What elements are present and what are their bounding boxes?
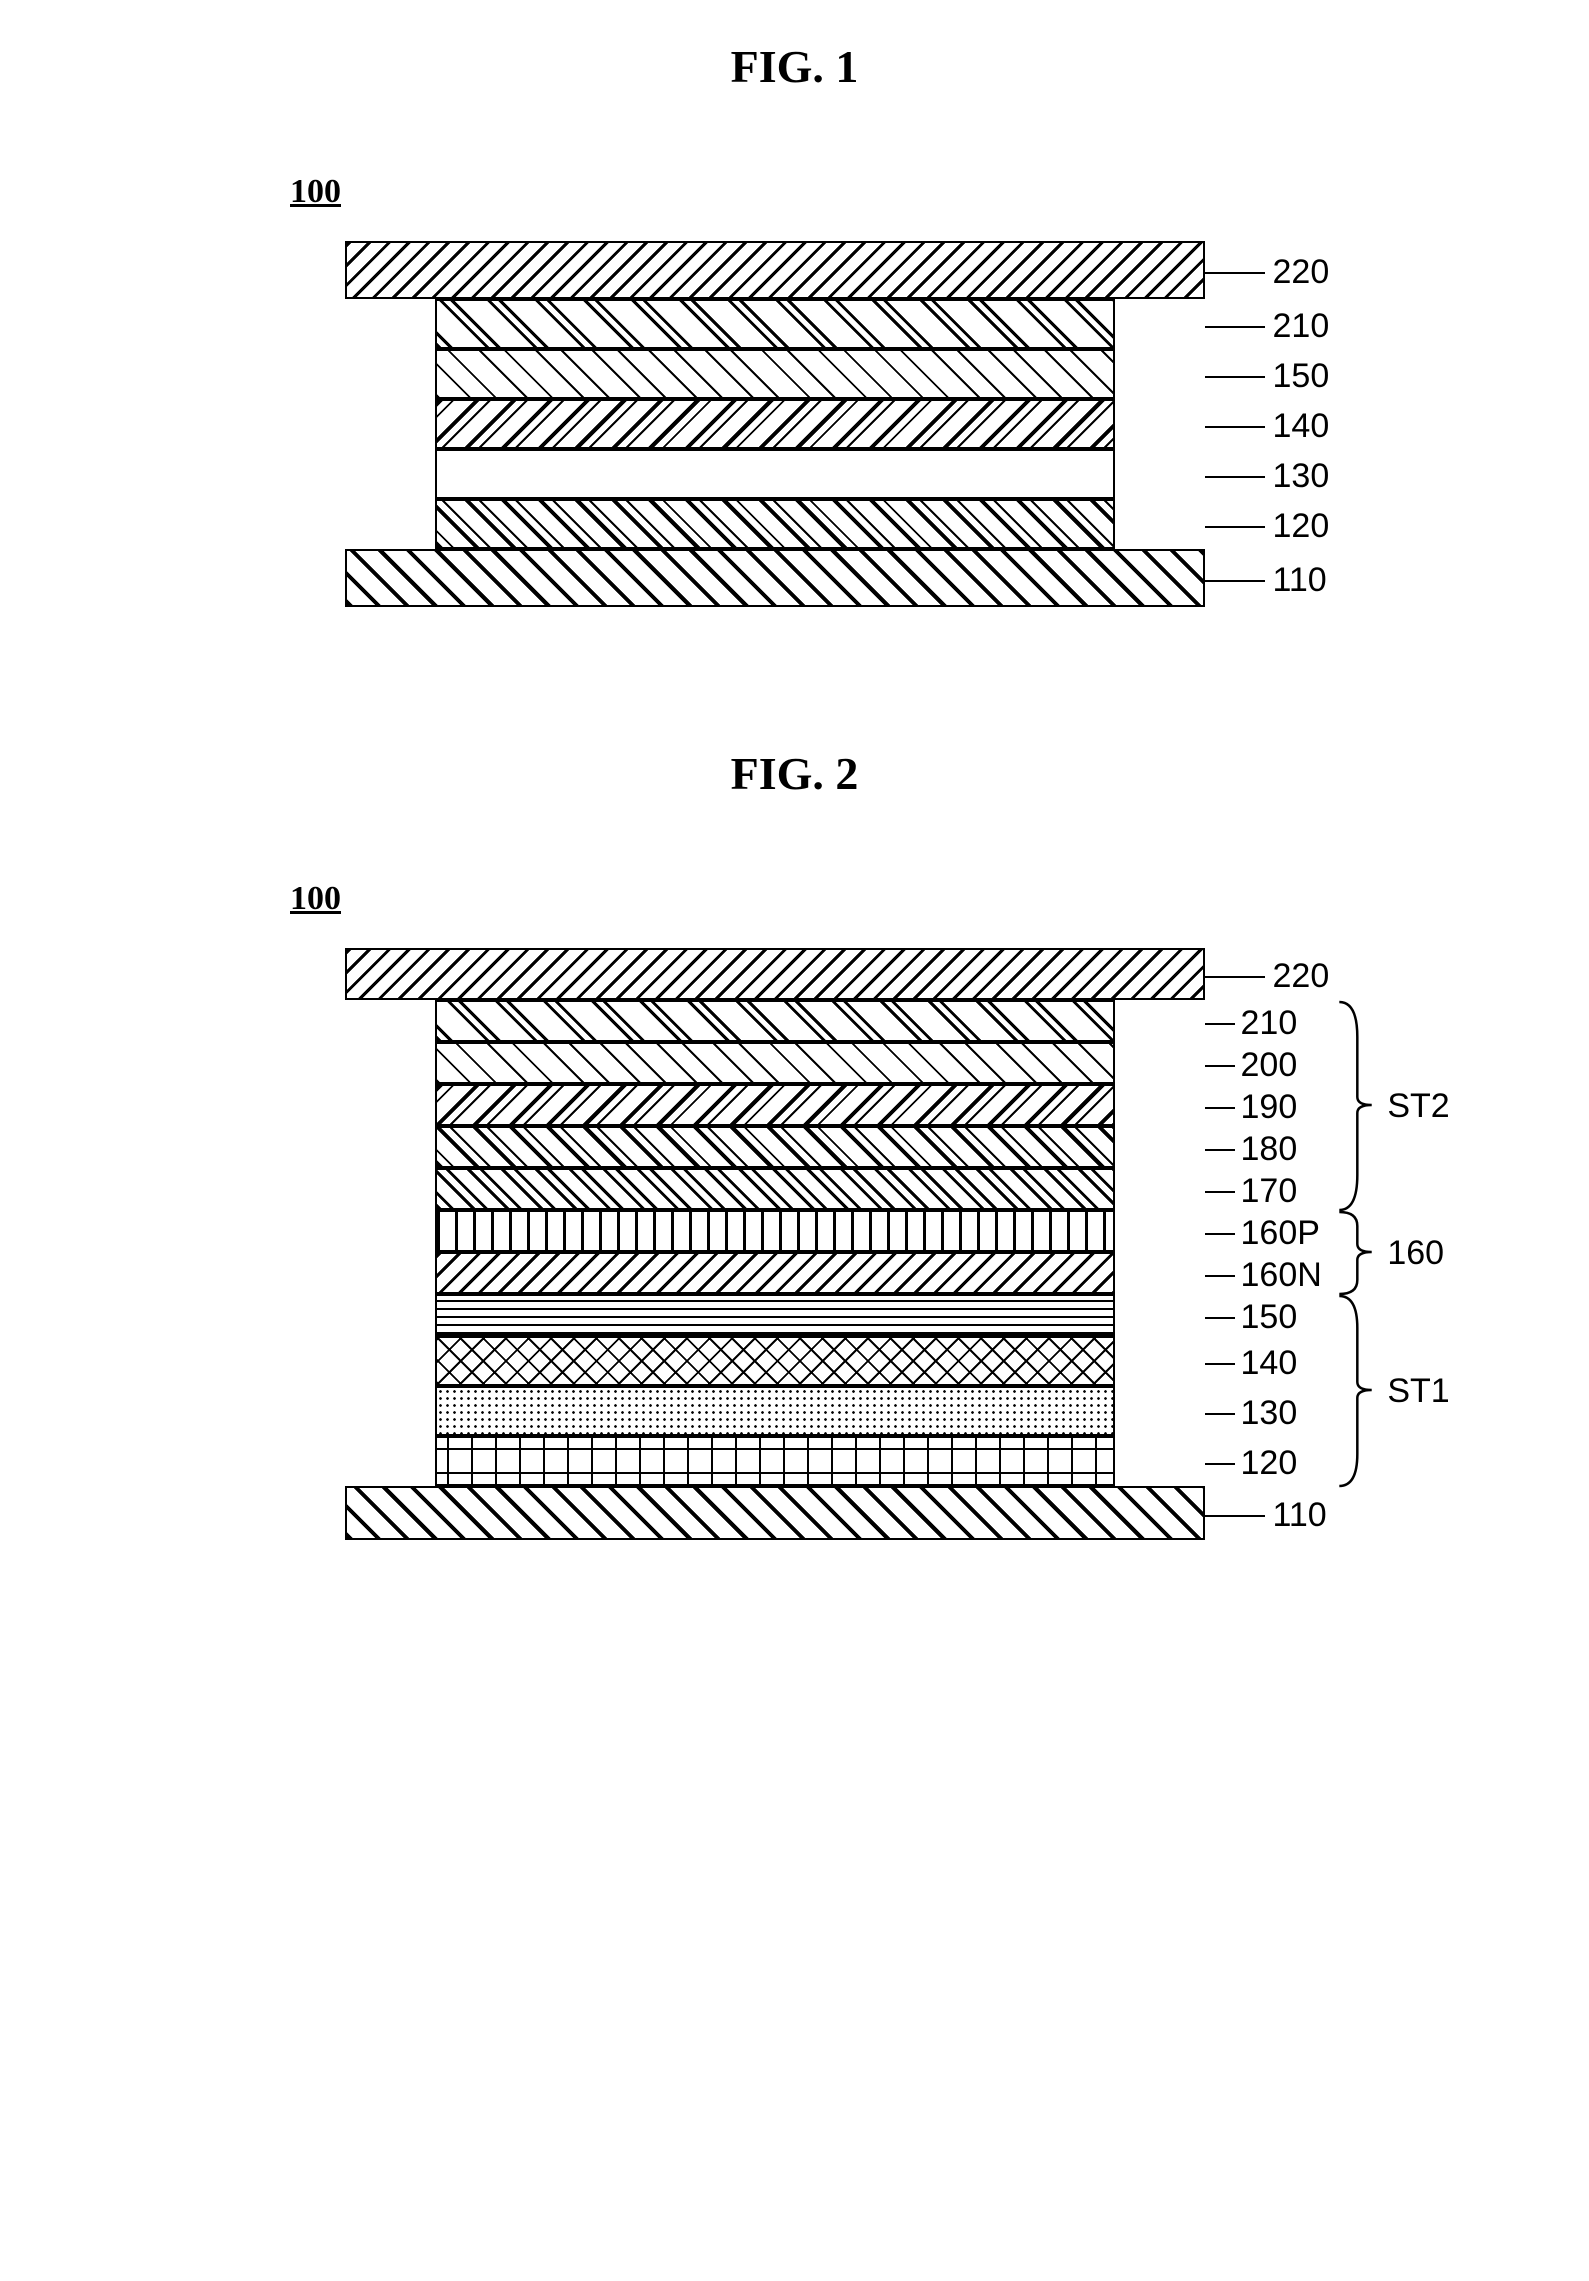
label-110: 110	[1205, 561, 1327, 600]
figure-1: FIG. 1 100 220 210 150 140 130 120 110	[30, 40, 1559, 607]
leader-line	[1205, 426, 1265, 428]
label-text-120: 120	[1273, 507, 1330, 546]
layer-150	[435, 349, 1115, 399]
fig1-labels: 220 210 150 140 130 120 110	[1205, 241, 1589, 607]
group-label-ST2: ST2	[1387, 1087, 1449, 1125]
fig2-title: FIG. 2	[30, 747, 1559, 800]
leader-line	[1205, 376, 1265, 378]
leader-line	[1205, 580, 1265, 582]
label-text-110: 110	[1273, 561, 1327, 600]
label-text-220: 220	[1273, 253, 1330, 292]
label-150: 150	[1205, 357, 1330, 396]
layer-120	[435, 499, 1115, 549]
layer-210	[435, 299, 1115, 349]
fig2-brackets: ST2160ST1	[145, 948, 1445, 1540]
label-text-140: 140	[1273, 407, 1330, 446]
figure-2: FIG. 2 100 220210200190180170160P160N150…	[30, 747, 1559, 1540]
leader-line	[1205, 272, 1265, 274]
label-120: 120	[1205, 507, 1330, 546]
label-text-150: 150	[1273, 357, 1330, 396]
label-text-210: 210	[1273, 307, 1330, 346]
label-210: 210	[1205, 307, 1330, 346]
layer-140	[435, 399, 1115, 449]
bracket-160	[1339, 1212, 1371, 1294]
leader-line	[1205, 476, 1265, 478]
label-text-130: 130	[1273, 457, 1330, 496]
bracket-ST2	[1339, 1002, 1371, 1210]
label-140: 140	[1205, 407, 1330, 446]
leader-line	[1205, 326, 1265, 328]
fig1-ref: 100	[290, 173, 341, 211]
group-label-ST1: ST1	[1387, 1372, 1449, 1410]
layer-220	[345, 241, 1205, 299]
fig1-title: FIG. 1	[30, 40, 1559, 93]
bracket-ST1	[1339, 1296, 1371, 1486]
group-label-160: 160	[1387, 1234, 1444, 1272]
leader-line	[1205, 526, 1265, 528]
label-130: 130	[1205, 457, 1330, 496]
label-220: 220	[1205, 253, 1330, 292]
layer-130	[435, 449, 1115, 499]
fig2-ref: 100	[290, 880, 341, 918]
layer-110	[345, 549, 1205, 607]
